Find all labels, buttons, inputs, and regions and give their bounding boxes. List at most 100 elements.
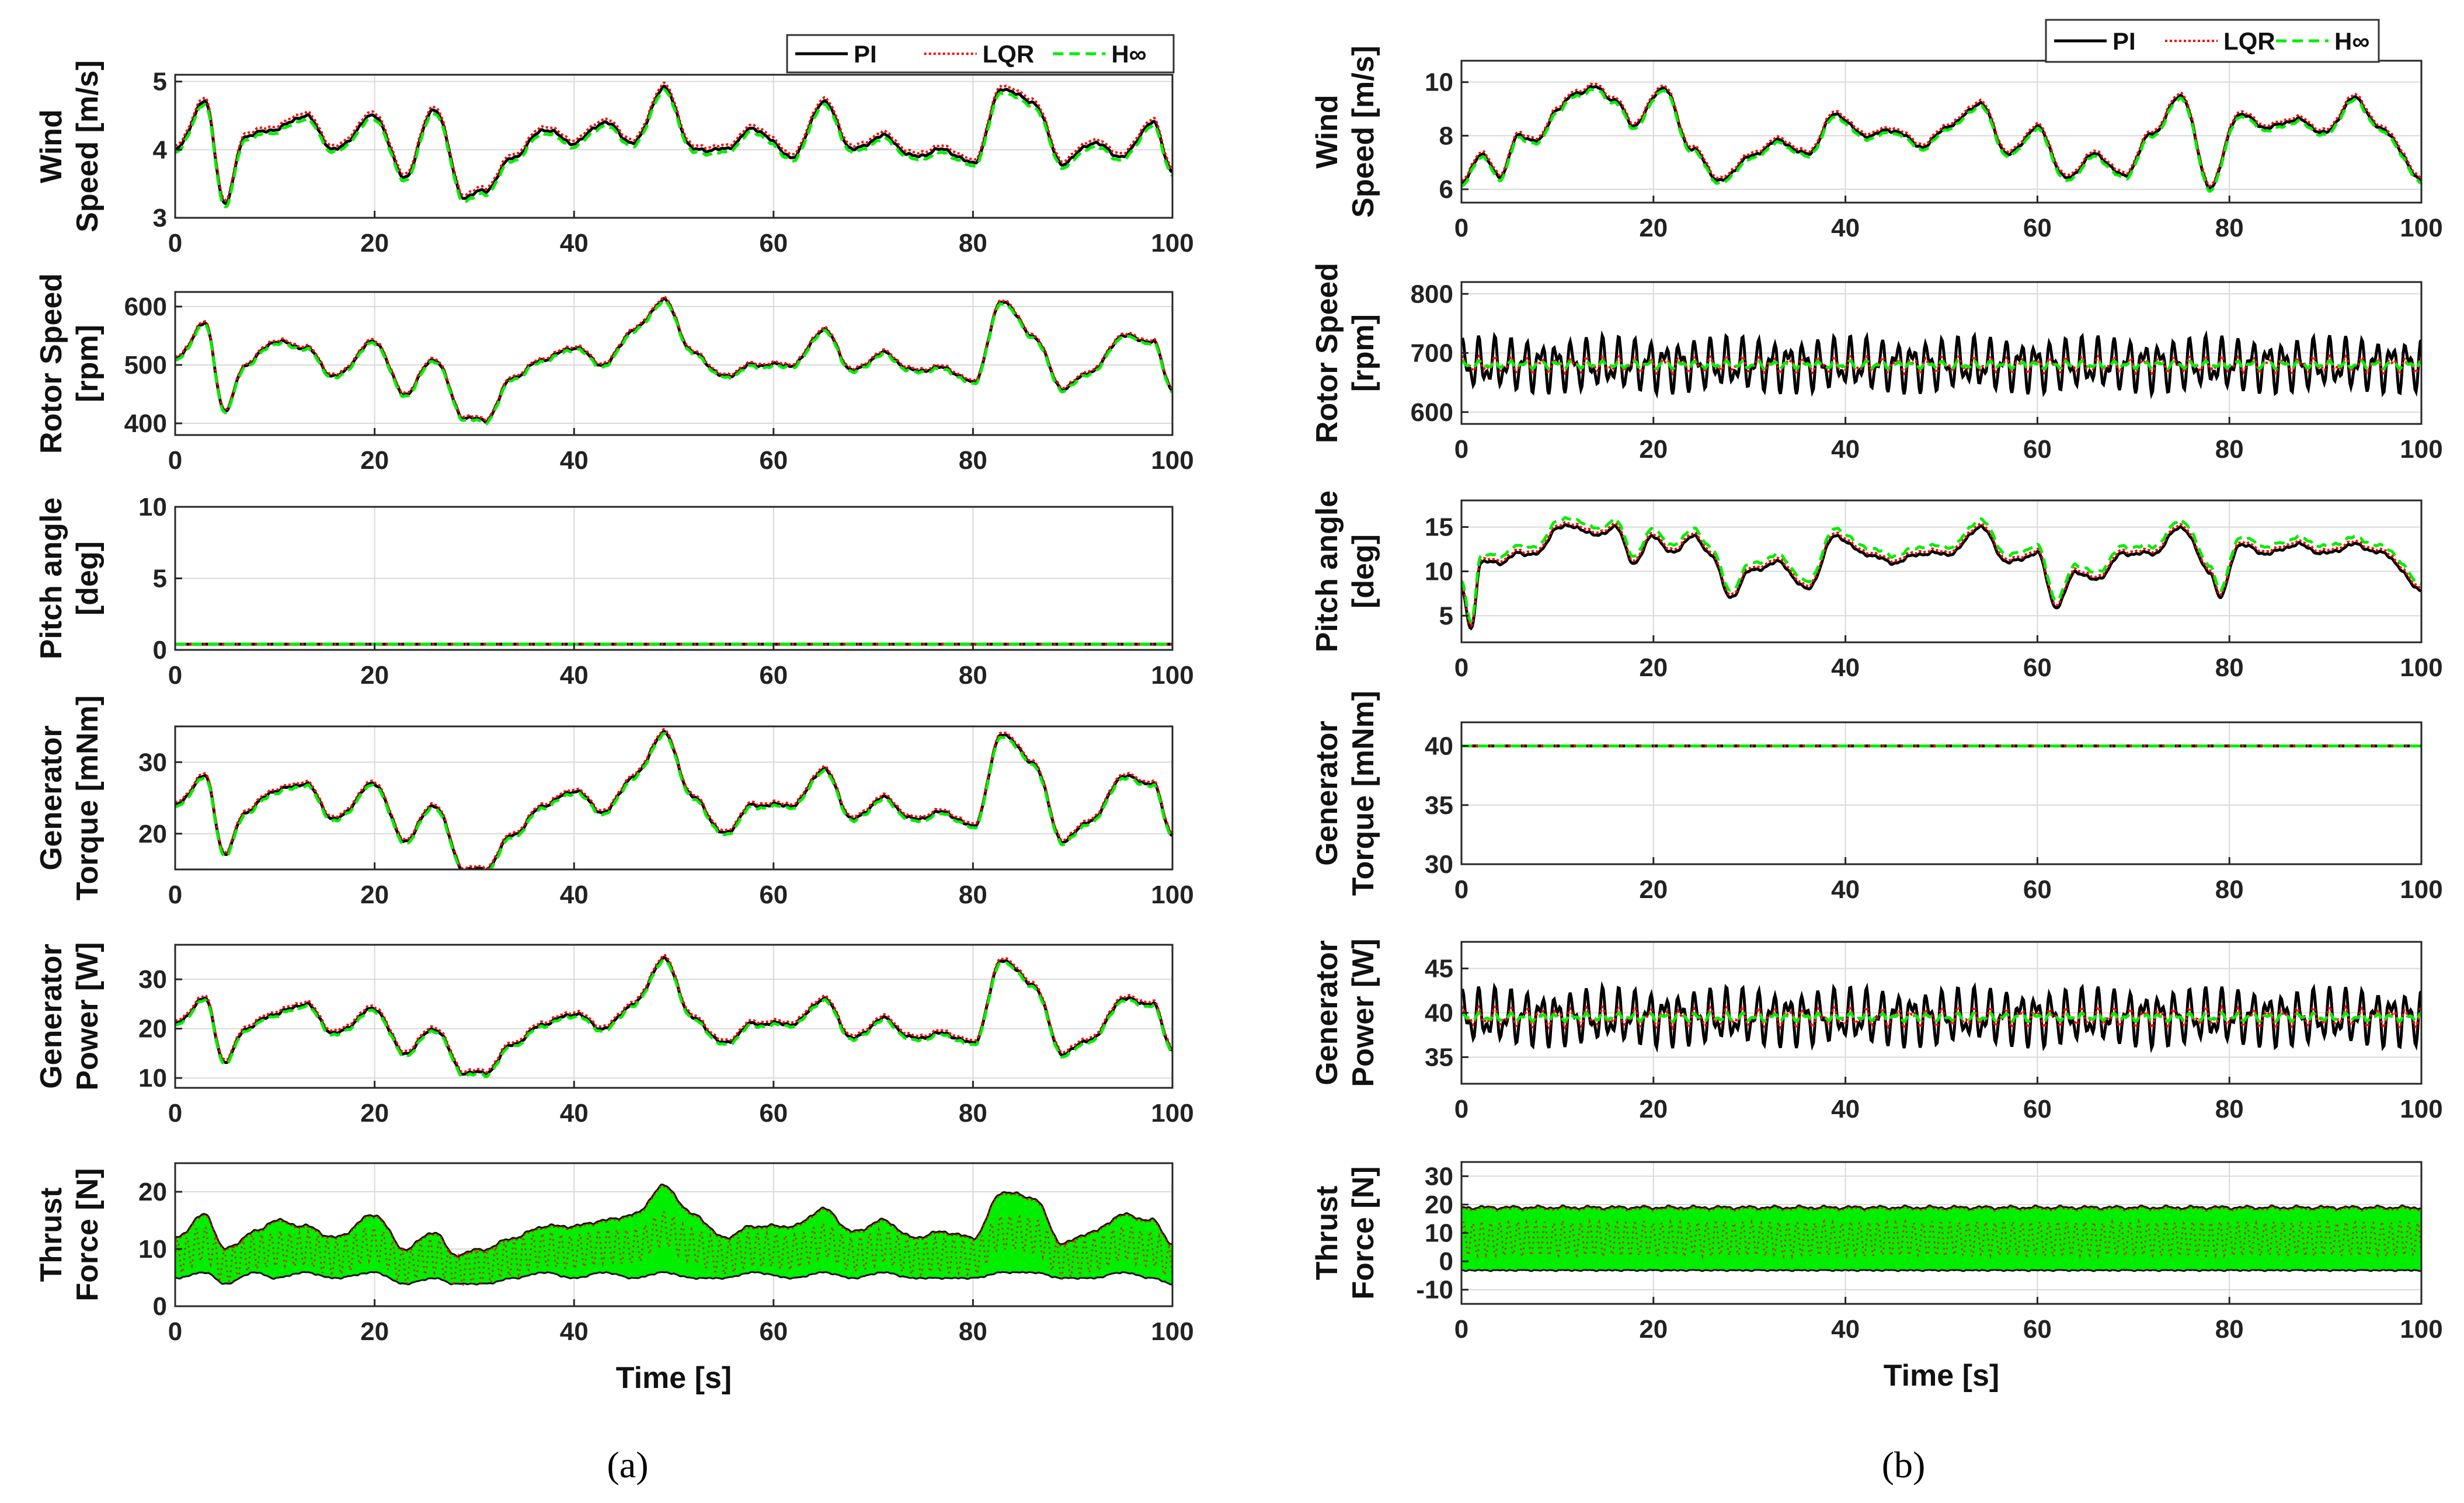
x-tick-label: 60 (759, 1317, 788, 1346)
x-tick-label: 20 (1639, 1315, 1668, 1344)
x-tick-label: 20 (360, 881, 389, 909)
subplot-a-2: 0 20 40 60 80 100 0 5 10 Pitch angle[deg] (34, 493, 1194, 690)
legend-label: H∞ (1111, 40, 1146, 68)
series-hinf-line (1461, 359, 2421, 371)
x-tick-label: 80 (2215, 214, 2244, 242)
y-tick-label: 600 (1411, 398, 1453, 427)
x-tick-label: 60 (2023, 435, 2052, 464)
y-axis-label: WindSpeed [m/s] (1310, 46, 1380, 218)
subplot-a-0: 0 20 40 60 80 100 3 4 5 WindSpeed [m/s] (34, 60, 1194, 258)
y-tick-label: 400 (124, 409, 167, 438)
x-tick-label: 100 (2400, 653, 2442, 682)
subplot-a-5: 0 20 40 60 80 100 0 10 20 ThrustForce [N] (34, 1162, 1194, 1346)
series-hinf-line (175, 298, 1172, 426)
x-tick-label: 0 (168, 661, 182, 690)
y-tick-label: 35 (1425, 1043, 1453, 1071)
y-axis-label: ThrustForce [N] (1310, 1166, 1380, 1299)
plot-area (1461, 1204, 2421, 1272)
x-tick-label: 80 (959, 1099, 987, 1128)
y-tick-label: 5 (153, 68, 167, 96)
series-pi-line (1461, 523, 2421, 631)
x-tick-label: 20 (360, 229, 389, 258)
series-hinf-line (1461, 516, 2421, 624)
y-tick-label: 10 (1425, 558, 1453, 586)
series-hinf-line (1461, 1011, 2421, 1024)
y-tick-label: 3 (153, 204, 167, 232)
x-tick-label: 80 (2215, 1095, 2244, 1123)
y-axis-label: GeneratorTorque [mNm] (34, 695, 105, 900)
legend-label: H∞ (2334, 27, 2369, 55)
plot-area (175, 728, 1172, 869)
y-axis-label: GeneratorTorque [mNm] (1310, 691, 1380, 896)
y-axis-label: GeneratorPower [W] (34, 942, 105, 1090)
series-lqr-line (1461, 82, 2421, 187)
x-tick-label: 80 (2215, 875, 2244, 904)
series-lqr-line (175, 1211, 1172, 1286)
plot-area (175, 295, 1172, 426)
y-tick-label: 30 (1425, 1162, 1453, 1191)
panel-label-a: (a) (607, 1444, 648, 1485)
x-tick-label: 20 (360, 1099, 389, 1128)
subplot-b-0: 0 20 40 60 80 100 6 8 10 WindSpeed [m/s] (1310, 46, 2443, 242)
axes-box (1460, 721, 2423, 865)
x-tick-label: 100 (1151, 881, 1193, 909)
y-tick-label: 30 (138, 965, 167, 994)
series-pi-line (1461, 85, 2421, 190)
y-tick-label: 20 (138, 820, 167, 848)
x-tick-label: 100 (2400, 214, 2442, 242)
x-tick-label: 40 (560, 1317, 589, 1346)
legend-label: LQR (983, 40, 1035, 68)
axes-box (174, 725, 1174, 871)
series-hinf-line (175, 88, 1172, 208)
panel-label-b: (b) (1882, 1444, 1926, 1485)
subplot-b-3: 0 20 40 60 80 100 30 35 40 GeneratorTorque [mNm] (1310, 691, 2443, 904)
x-tick-label: 20 (360, 1317, 389, 1346)
x-tick-label: 0 (168, 881, 182, 909)
subplot-a-3: 0 20 40 60 80 100 20 30 GeneratorTorque [mNm] (34, 695, 1194, 909)
x-tick-label: 0 (1454, 653, 1468, 682)
x-tick-label: 0 (168, 1099, 182, 1128)
y-axis-label: Rotor Speed[rpm] (34, 273, 105, 454)
plot-area (175, 954, 1172, 1078)
axes-box (174, 291, 1174, 436)
y-tick-label: 6 (1439, 175, 1453, 204)
x-tick-label: 80 (959, 229, 987, 258)
x-tick-label: 20 (1639, 435, 1668, 464)
subplot-b-1: 0 20 40 60 80 100 600 700 800 Rotor Speed[rpm] (1310, 263, 2443, 464)
y-axis-label: GeneratorPower [W] (1310, 938, 1380, 1087)
x-axis-label: Time [s] (616, 1361, 732, 1395)
series-lqr-line (1461, 1218, 2421, 1260)
x-tick-label: 60 (759, 1099, 788, 1128)
x-tick-label: 100 (2400, 1315, 2442, 1344)
y-tick-label: 0 (153, 1292, 167, 1321)
y-tick-label: 0 (1439, 1247, 1453, 1276)
y-tick-label: -10 (1416, 1276, 1453, 1304)
y-tick-label: 10 (1425, 68, 1453, 97)
legend-box (786, 34, 1175, 74)
x-tick-label: 80 (2215, 1315, 2244, 1344)
series-pi-line (175, 955, 1172, 1077)
series-pi-line (1461, 330, 2421, 399)
plot-area (175, 81, 1172, 208)
series-lqr-line (1461, 521, 2421, 628)
x-tick-label: 100 (1151, 446, 1193, 475)
x-tick-label: 40 (1831, 1315, 1860, 1344)
legend-label: PI (2113, 27, 2136, 55)
series-hinf-line (1461, 88, 2421, 193)
y-axis-label: Pitch angle[deg] (34, 497, 105, 659)
y-tick-label: 700 (1411, 339, 1453, 368)
y-tick-label: 40 (1425, 732, 1453, 761)
x-tick-label: 100 (1151, 1317, 1193, 1346)
x-tick-label: 40 (560, 446, 589, 475)
x-tick-label: 80 (959, 446, 987, 475)
x-tick-label: 100 (2400, 1095, 2442, 1123)
y-tick-label: 35 (1425, 791, 1453, 820)
y-axis-label: Rotor Speed[rpm] (1310, 263, 1380, 443)
x-tick-label: 100 (1151, 661, 1193, 690)
x-tick-label: 0 (1454, 1315, 1468, 1344)
x-tick-label: 60 (2023, 1315, 2052, 1344)
subplot-a-4: 0 20 40 60 80 100 10 20 30 GeneratorPower [W] (34, 942, 1194, 1128)
y-tick-label: 500 (124, 351, 167, 380)
legend-label: LQR (2223, 27, 2275, 55)
x-tick-label: 40 (1831, 214, 1860, 242)
